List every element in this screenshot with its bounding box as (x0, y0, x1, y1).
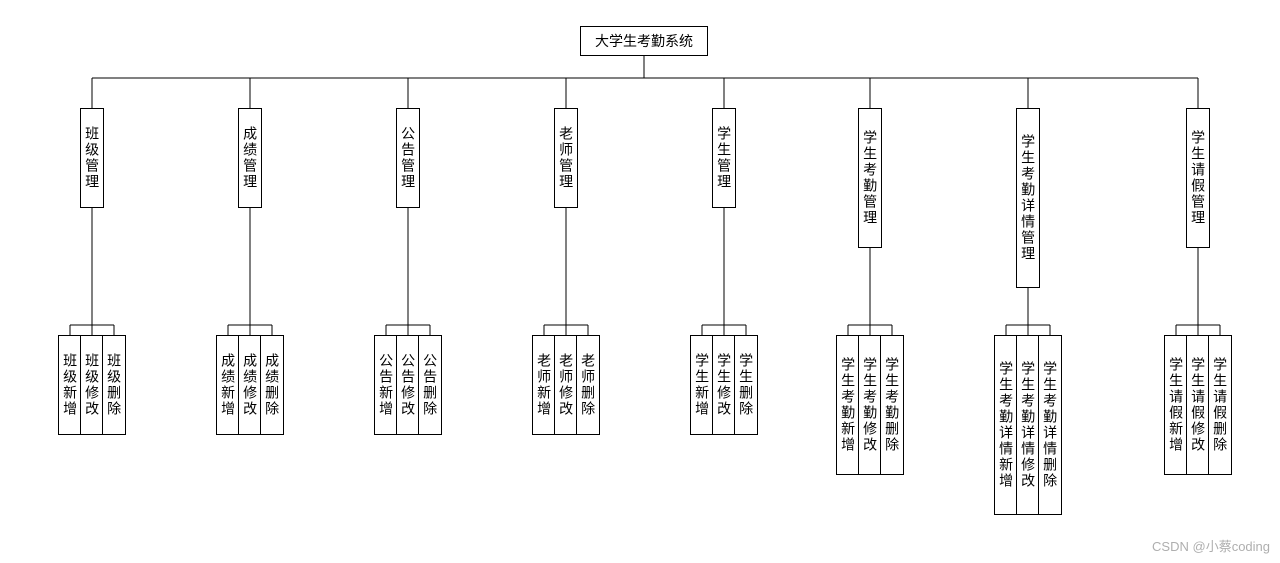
leaf-node: 班级修改 (80, 335, 104, 435)
watermark: CSDN @小蔡coding (1152, 536, 1270, 555)
module-node: 学生请假管理 (1186, 108, 1210, 248)
leaf-node: 老师删除 (576, 335, 600, 435)
module-node: 学生考勤管理 (858, 108, 882, 248)
leaf-node: 成绩新增 (216, 335, 240, 435)
leaf-node: 学生修改 (712, 335, 736, 435)
leaf-node: 公告删除 (418, 335, 442, 435)
leaf-node: 学生考勤删除 (880, 335, 904, 475)
leaf-node: 学生考勤详情修改 (1016, 335, 1040, 515)
tree-diagram: CSDN @小蔡coding 大学生考勤系统班级管理班级新增班级修改班级删除 成绩… (0, 0, 1280, 563)
leaf-node: 成绩修改 (238, 335, 262, 435)
leaf-node: 公告修改 (396, 335, 420, 435)
module-node: 老师管理 (554, 108, 578, 208)
root-node: 大学生考勤系统 (580, 26, 708, 56)
module-node: 公告管理 (396, 108, 420, 208)
module-node: 成绩管理 (238, 108, 262, 208)
leaf-node: 学生考勤新增 (836, 335, 860, 475)
leaf-node: 公告新增 (374, 335, 398, 435)
leaf-node: 学生删除 (734, 335, 758, 435)
leaf-node: 学生请假修改 (1186, 335, 1210, 475)
leaf-node: 学生请假删除 (1208, 335, 1232, 475)
leaf-node: 老师修改 (554, 335, 578, 435)
module-node: 学生管理 (712, 108, 736, 208)
connector-lines (0, 0, 1280, 563)
leaf-node: 学生考勤详情删除 (1038, 335, 1062, 515)
leaf-node: 班级删除 (102, 335, 126, 435)
module-node: 学生考勤详情管理 (1016, 108, 1040, 288)
leaf-node: 成绩删除 (260, 335, 284, 435)
module-node: 班级管理 (80, 108, 104, 208)
leaf-node: 老师新增 (532, 335, 556, 435)
leaf-node: 学生考勤修改 (858, 335, 882, 475)
leaf-node: 班级新增 (58, 335, 82, 435)
leaf-node: 学生考勤详情新增 (994, 335, 1018, 515)
leaf-node: 学生请假新增 (1164, 335, 1188, 475)
leaf-node: 学生新增 (690, 335, 714, 435)
